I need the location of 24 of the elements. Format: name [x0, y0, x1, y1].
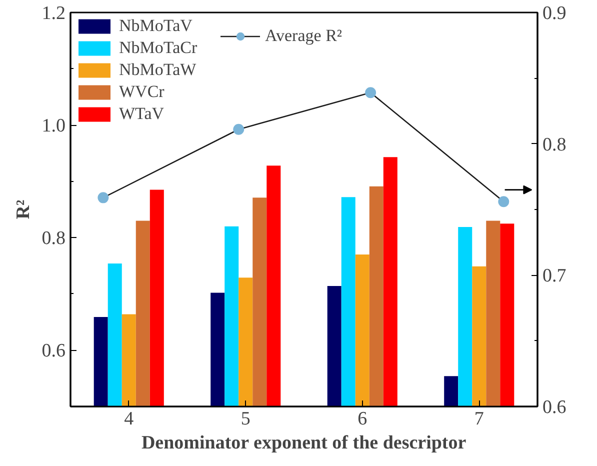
y2-tick-label: 0.6 [542, 397, 566, 418]
legend-label: NbMoTaV [119, 16, 192, 36]
point [365, 87, 376, 98]
x-tick-label: 5 [240, 408, 250, 430]
y-tick-label: 0.6 [42, 340, 66, 362]
legend-label: Average R² [265, 26, 342, 46]
x-tick-label: 6 [358, 408, 368, 430]
point [498, 196, 510, 208]
y-axis-title: R² [12, 199, 34, 220]
x-tick-label: 7 [474, 408, 484, 430]
point [98, 192, 109, 204]
legend-label: WVCr [119, 82, 164, 102]
y-tick-label: 0.8 [42, 228, 66, 250]
point [233, 124, 244, 135]
legend-label: WTaV [119, 104, 164, 124]
x-tick-label: 4 [124, 408, 134, 430]
y2-tick-label: 0.8 [542, 134, 566, 156]
y2-tick-label: 0.9 [542, 3, 566, 24]
legend-label: NbMoTaCr [119, 38, 198, 58]
y-tick-label: 1.2 [42, 3, 66, 24]
y-tick-label: 1.0 [42, 116, 66, 137]
y2-tick-label: 0.7 [542, 266, 566, 287]
legend-label: NbMoTaW [119, 60, 196, 80]
x-axis-title: Denominator exponent of the descriptor [141, 432, 467, 454]
